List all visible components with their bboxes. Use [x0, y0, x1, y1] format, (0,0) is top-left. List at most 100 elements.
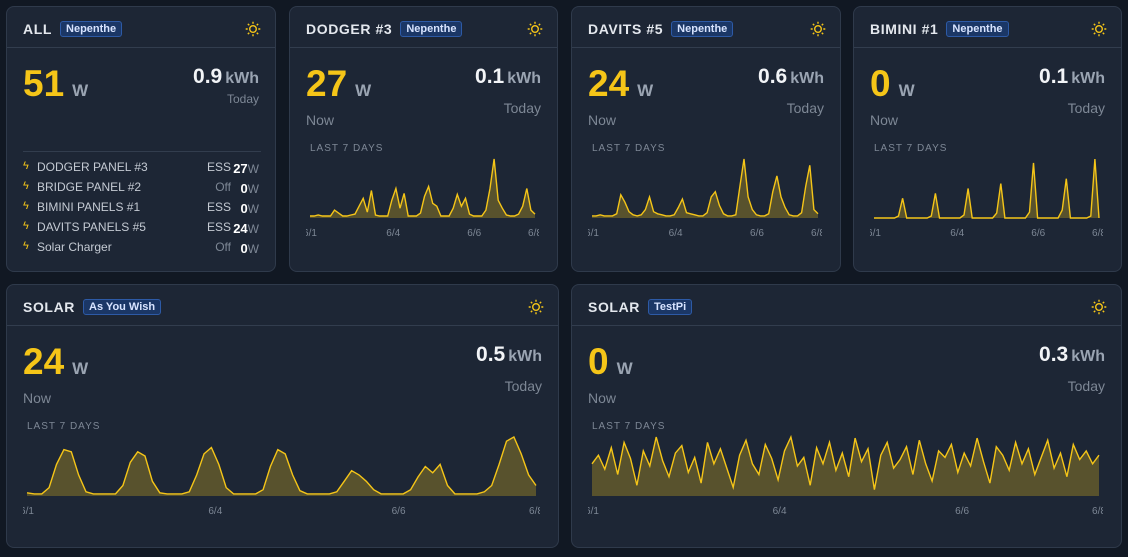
source-unit: W: [247, 182, 259, 196]
power-unit: W: [355, 81, 372, 100]
source-name: DAVITS PANELS #5: [37, 220, 146, 234]
x-tick-label: 6/6: [392, 506, 406, 517]
sparkline-area: [592, 159, 818, 218]
x-tick-label: 6/4: [386, 228, 400, 239]
sparkline-line: [26, 436, 537, 495]
x-tick-label: 6/1: [588, 506, 599, 517]
card-title: DAVITS #5: [588, 21, 664, 37]
power-value: 24: [23, 341, 65, 382]
card-title: ALL: [23, 21, 53, 37]
tag: TestPi: [648, 299, 693, 315]
divider: [7, 47, 275, 48]
x-tick-label: 6/6: [467, 228, 481, 239]
power: 24 W: [23, 341, 88, 383]
power: 27 W: [306, 63, 371, 105]
energy: 0.6 kWh: [758, 65, 824, 89]
source-name: BRIDGE PANEL #2: [37, 180, 142, 194]
x-tick-label: 6/8: [529, 506, 540, 517]
energy-unit: kWh: [1071, 70, 1105, 87]
power: 51 W: [23, 63, 88, 105]
energy-unit: kWh: [507, 70, 541, 87]
card-header: ALL Nepenthe: [23, 21, 123, 37]
energy-label: Today: [226, 92, 259, 106]
source-kind: Off: [215, 240, 231, 254]
source-value: 27: [233, 161, 248, 176]
source-power: 0W: [233, 240, 259, 258]
sparkline-area: [310, 159, 535, 218]
bolt-icon: ϟ: [23, 240, 29, 252]
x-tick-label: 6/4: [669, 228, 683, 239]
source-kind: ESS: [206, 220, 231, 234]
energy: 0.3 kWh: [1039, 343, 1105, 367]
x-tick-label: 6/1: [870, 228, 881, 239]
power-value: 27: [306, 63, 348, 104]
sparkline: 6/1 6/4 6/6 6/8: [588, 434, 1103, 517]
source-value: 0: [240, 201, 248, 216]
x-tick-label: 6/6: [750, 228, 764, 239]
divider: [572, 47, 840, 48]
source-kind: Off: [215, 180, 231, 194]
source-power: 24W: [233, 220, 259, 238]
sparkline: 6/1 6/4 6/6 6/8: [23, 436, 540, 517]
energy-value: 0.9: [193, 65, 223, 88]
sun-icon: [527, 21, 543, 37]
power-label: Now: [23, 390, 52, 406]
source-power: 0W: [233, 180, 259, 198]
energy-label: Today: [503, 100, 541, 116]
energy-unit: kWh: [508, 348, 542, 365]
card-title: SOLAR: [588, 299, 640, 315]
chart-label: LAST 7 DAYS: [592, 143, 666, 154]
bolt-icon: ϟ: [23, 160, 29, 172]
source-kind: ESS: [206, 200, 231, 214]
source-unit: W: [247, 222, 259, 236]
card-title: BIMINI #1: [870, 21, 939, 37]
card: SOLAR As You Wish 24 W 0.5 kWh Today Now LAST 7 …: [6, 284, 559, 548]
sun-icon: [1091, 299, 1107, 315]
energy-value: 0.5: [476, 343, 506, 366]
bolt-icon: ϟ: [23, 200, 29, 212]
tag: Nepenthe: [400, 21, 463, 37]
power-unit: W: [637, 81, 654, 100]
energy: 0.1 kWh: [1039, 65, 1105, 89]
energy: 0.5 kWh: [476, 343, 542, 367]
card: BIMINI #1 Nepenthe 0 W 0.1 kWh Today Now LAST 7 …: [853, 6, 1122, 272]
chart-label: LAST 7 DAYS: [874, 143, 948, 154]
x-tick-label: 6/4: [950, 228, 964, 239]
source-unit: W: [247, 202, 259, 216]
energy-value: 0.3: [1039, 343, 1069, 366]
source-kind: ESS: [206, 160, 231, 174]
divider: [7, 325, 558, 326]
x-tick-label: 6/1: [588, 228, 599, 239]
energy-value: 0.6: [758, 65, 788, 88]
card-header: SOLAR As You Wish: [23, 299, 162, 315]
source-value: 0: [240, 181, 248, 196]
x-tick-label: 6/4: [208, 506, 222, 517]
x-tick-label: 6/4: [773, 506, 787, 517]
source-unit: W: [247, 162, 259, 176]
sparkline-line: [310, 158, 536, 217]
sparkline-line: [592, 158, 819, 217]
power-value: 0: [870, 63, 891, 104]
divider: [290, 47, 557, 48]
power-value: 51: [23, 63, 65, 104]
chart-label: LAST 7 DAYS: [310, 143, 384, 154]
card-header: BIMINI #1 Nepenthe: [870, 21, 1009, 37]
sparkline: 6/1 6/4 6/6 6/8: [870, 158, 1103, 239]
power-label: Now: [870, 112, 899, 128]
x-tick-label: 6/1: [306, 228, 317, 239]
card-title: DODGER #3: [306, 21, 393, 37]
x-tick-label: 6/6: [955, 506, 969, 517]
sun-icon: [810, 21, 826, 37]
chart-label: LAST 7 DAYS: [27, 421, 101, 432]
card: ALL Nepenthe 51 W 0.9 kWh Today ϟ DODGER PANEL #…: [6, 6, 276, 272]
x-tick-label: 6/1: [23, 506, 34, 517]
bolt-icon: ϟ: [23, 180, 29, 192]
energy-label: Today: [1067, 100, 1105, 116]
card-header: DAVITS #5 Nepenthe: [588, 21, 734, 37]
power-unit: W: [616, 359, 633, 378]
bolt-icon: ϟ: [23, 220, 29, 232]
sparkline: 6/1 6/4 6/6 6/8: [588, 158, 822, 239]
